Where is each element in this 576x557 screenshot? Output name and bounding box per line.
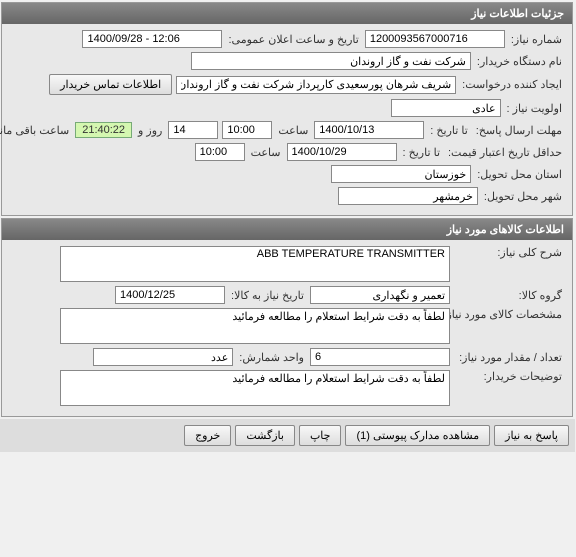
field-remain-time: 21:40:22 xyxy=(76,122,133,138)
field-reply-hour[interactable] xyxy=(223,121,273,139)
row-priority: اولویت نیاز : xyxy=(11,99,565,117)
field-buyer-org[interactable] xyxy=(192,52,472,70)
label-buyer-org: نام دستگاه خریدار: xyxy=(476,55,565,68)
field-province[interactable] xyxy=(332,165,472,183)
field-remain-days[interactable] xyxy=(169,121,219,139)
label-qty: تعداد / مقدار مورد نیاز: xyxy=(455,351,565,364)
label-buyer-notes: توضیحات خریدار: xyxy=(455,370,565,383)
need-details-panel: جزئیات اطلاعات نیاز شماره نیاز: تاریخ و … xyxy=(2,2,574,216)
field-goods-spec[interactable] xyxy=(61,308,451,344)
buyer-contact-button[interactable]: اطلاعات تماس خریدار xyxy=(50,74,173,95)
button-bar: پاسخ به نیاز مشاهده مدارک پیوستی (1) چاپ… xyxy=(0,419,576,452)
row-city: شهر محل تحویل: xyxy=(11,187,565,205)
row-need-no: شماره نیاز: تاریخ و ساعت اعلان عمومی: xyxy=(11,30,565,48)
label-need-no: شماره نیاز: xyxy=(510,33,565,46)
field-need-no[interactable] xyxy=(366,30,506,48)
row-goods-group: گروه کالا: تاریخ نیاز به کالا: xyxy=(11,286,565,304)
exit-button[interactable]: خروج xyxy=(185,425,232,446)
label-hours-remain: ساعت باقی مانده xyxy=(0,124,72,137)
row-overall-desc: شرح کلی نیاز: xyxy=(11,246,565,282)
view-attachments-button[interactable]: مشاهده مدارک پیوستی (1) xyxy=(346,425,491,446)
label-goods-spec: مشخصات کالای مورد نیاز: xyxy=(455,308,565,321)
field-unit[interactable] xyxy=(94,348,234,366)
print-button[interactable]: چاپ xyxy=(300,425,343,446)
label-day-and: روز و xyxy=(137,124,165,137)
label-province: استان محل تحویل: xyxy=(476,168,565,181)
label-priority: اولویت نیاز : xyxy=(506,102,565,115)
field-request-creator[interactable] xyxy=(177,76,457,94)
back-button[interactable]: بازگشت xyxy=(236,425,296,446)
field-need-by-date[interactable] xyxy=(116,286,226,304)
label-to-date-1: تا تاریخ : xyxy=(429,124,470,137)
label-request-creator: ایجاد کننده درخواست: xyxy=(461,78,565,91)
field-buyer-notes[interactable] xyxy=(61,370,451,406)
row-qty: تعداد / مقدار مورد نیاز: واحد شمارش: xyxy=(11,348,565,366)
field-city[interactable] xyxy=(339,187,479,205)
label-reply-deadline: مهلت ارسال پاسخ: xyxy=(475,124,565,137)
field-price-to-date[interactable] xyxy=(288,143,398,161)
section2-body: شرح کلی نیاز: گروه کالا: تاریخ نیاز به ک… xyxy=(3,240,573,416)
field-goods-group[interactable] xyxy=(311,286,451,304)
label-hour-1: ساعت xyxy=(277,124,311,137)
label-announce-dt: تاریخ و ساعت اعلان عمومی: xyxy=(227,33,361,46)
label-to-date-2: تا تاریخ : xyxy=(402,146,443,159)
row-province: استان محل تحویل: xyxy=(11,165,565,183)
label-price-validity: حداقل تاریخ اعتبار قیمت: xyxy=(447,146,565,159)
field-overall-desc[interactable] xyxy=(61,246,451,282)
field-price-hour[interactable] xyxy=(196,143,246,161)
label-need-by-date: تاریخ نیاز به کالا: xyxy=(230,289,307,302)
row-buyer-notes: توضیحات خریدار: xyxy=(11,370,565,406)
field-reply-to-date[interactable] xyxy=(315,121,425,139)
label-goods-group: گروه کالا: xyxy=(455,289,565,302)
row-reply-deadline: مهلت ارسال پاسخ: تا تاریخ : ساعت روز و 2… xyxy=(11,121,565,139)
field-announce-dt[interactable] xyxy=(83,30,223,48)
field-qty[interactable] xyxy=(311,348,451,366)
section2-header: اطلاعات کالاهای مورد نیاز xyxy=(3,219,573,240)
goods-panel: اطلاعات کالاهای مورد نیاز شرح کلی نیاز: … xyxy=(2,218,574,417)
reply-button[interactable]: پاسخ به نیاز xyxy=(495,425,570,446)
row-buyer-org: نام دستگاه خریدار: xyxy=(11,52,565,70)
row-goods-spec: مشخصات کالای مورد نیاز: xyxy=(11,308,565,344)
label-overall-desc: شرح کلی نیاز: xyxy=(455,246,565,259)
row-request-creator: ایجاد کننده درخواست: اطلاعات تماس خریدار xyxy=(11,74,565,95)
label-hour-2: ساعت xyxy=(250,146,284,159)
label-city: شهر محل تحویل: xyxy=(483,190,565,203)
field-priority[interactable] xyxy=(392,99,502,117)
label-unit: واحد شمارش: xyxy=(238,351,307,364)
row-price-validity: حداقل تاریخ اعتبار قیمت: تا تاریخ : ساعت xyxy=(11,143,565,161)
section1-header: جزئیات اطلاعات نیاز xyxy=(3,3,573,24)
section1-body: شماره نیاز: تاریخ و ساعت اعلان عمومی: نا… xyxy=(3,24,573,215)
